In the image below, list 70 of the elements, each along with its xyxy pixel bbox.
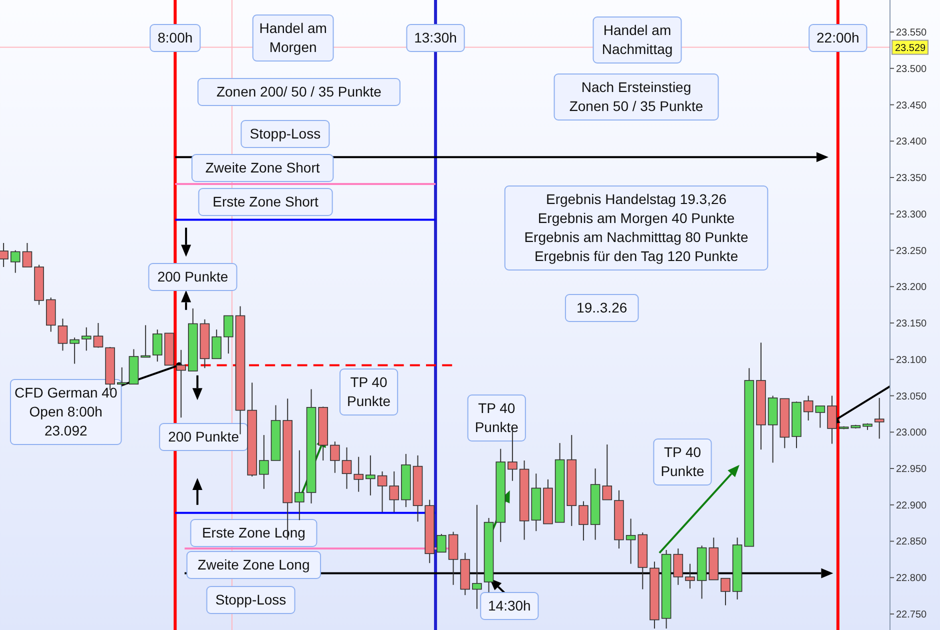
candlestick	[330, 441, 340, 474]
candlestick	[673, 548, 684, 586]
ref-line-label: 13:30h	[414, 30, 457, 46]
candlestick	[685, 563, 695, 590]
annotation: Ergebnis Handelstag 19.3,26 Ergebnis am Morgen 40 Punkte Ergebnis am Nachmitttag 80 Punkte Ergebnis für den Tag 120 Punkte	[524, 191, 749, 264]
y-tick-label: 22.750	[896, 609, 928, 620]
ref-line-label: 8:00h	[158, 30, 193, 46]
y-tick-label: 23.100	[896, 354, 928, 366]
candlestick	[436, 533, 446, 553]
candlestick	[294, 450, 304, 521]
y-tick-label: 23.000	[896, 428, 928, 439]
candlestick	[815, 405, 826, 428]
annotation: Nach Ersteinstieg Zonen 50 / 35 Punkte	[569, 79, 704, 114]
annotation: TP 40 Punkte	[660, 444, 704, 479]
candlestick	[803, 395, 814, 421]
candlestick	[472, 504, 482, 610]
ref-line-label: 22:00h	[816, 30, 860, 46]
y-tick-label: 22.950	[896, 464, 928, 475]
ref-line-label: 23.529	[895, 42, 926, 54]
annotation: Zweite Zone Long	[198, 556, 310, 572]
y-tick-label: 23.250	[896, 246, 928, 257]
candlestick	[10, 250, 20, 274]
annotation: 200 Punkte	[157, 268, 228, 284]
candlestick	[58, 318, 68, 352]
y-tick-label: 22.800	[896, 573, 928, 584]
candlestick	[602, 444, 612, 500]
annotation: 200 Punkte	[168, 428, 240, 444]
candlestick	[389, 470, 400, 513]
annotation: CFD German 40 Open 8:00h 23.092	[14, 384, 118, 438]
candlestick	[366, 454, 376, 496]
y-tick-label: 23.200	[896, 282, 928, 294]
candlestick	[874, 397, 884, 440]
y-tick-label: 23.500	[896, 64, 928, 75]
candlestick	[224, 315, 234, 354]
y-tick-label: 23.450	[896, 100, 928, 112]
candlestick	[259, 434, 269, 490]
candlestick	[578, 500, 588, 542]
candlestick	[81, 326, 92, 352]
candlestick	[140, 324, 150, 358]
y-tick-label: 23.050	[896, 391, 928, 402]
annotation: Handel am Nachmittag	[602, 22, 673, 57]
candlestick	[212, 329, 222, 360]
candlestick	[117, 366, 127, 387]
candlestick	[720, 578, 730, 606]
y-tick-label: 23.300	[896, 209, 928, 220]
candlestick	[827, 395, 837, 444]
annotation: Stopp-Loss	[215, 592, 286, 608]
annotation: Stopp-Loss	[250, 126, 321, 142]
candlestick	[377, 470, 388, 513]
annotation: Zweite Zone Short	[205, 160, 320, 176]
annotation: Erste Zone Short	[212, 194, 319, 210]
annotation: TP 40 Punkte	[474, 400, 519, 435]
annotation: 14:30h	[488, 598, 531, 614]
y-tick-label: 23.400	[896, 136, 928, 148]
y-tick-label: 23.350	[896, 173, 928, 184]
candlestick	[70, 337, 80, 364]
candlestick	[626, 518, 636, 564]
annotation: Zonen 200/ 50 / 35 Punkte	[216, 84, 382, 100]
candlestick	[93, 322, 104, 348]
y-tick-label: 23.550	[896, 28, 928, 39]
y-tick-label: 22.900	[896, 500, 928, 512]
annotation: TP 40 Punkte	[346, 374, 391, 409]
candlestick	[342, 446, 352, 490]
candlestick	[22, 242, 32, 268]
annotation: 19..3.26	[576, 300, 628, 316]
candlestick	[354, 456, 364, 492]
y-tick-label: 22.850	[896, 536, 928, 548]
y-tick-label: 23.150	[896, 318, 928, 330]
candlestick	[152, 329, 162, 362]
annotation: Handel am Morgen	[259, 20, 327, 55]
